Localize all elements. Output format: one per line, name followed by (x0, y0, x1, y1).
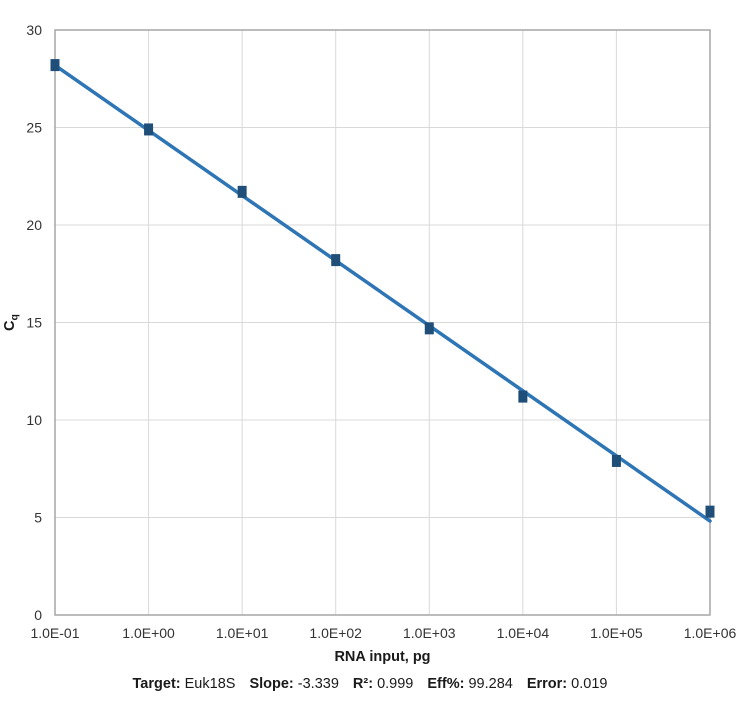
stat-label: Error: (526, 676, 568, 692)
x-axis-title: RNA input, pg (334, 649, 430, 665)
stat-error: Error: 0.019 (527, 676, 608, 692)
data-point-marker (611, 454, 621, 467)
data-point-marker (518, 390, 528, 403)
stat-value: 0.999 (377, 676, 414, 692)
x-tick-label: 1.0E+01 (216, 625, 269, 641)
data-point-marker (705, 505, 715, 518)
data-point-marker (424, 322, 434, 335)
data-point-marker (237, 185, 247, 198)
data-point-marker (50, 59, 60, 72)
stat-value: Euk18S (184, 676, 236, 692)
data-point-marker (331, 254, 341, 267)
x-tick-label: 1.0E+00 (122, 625, 175, 641)
stat-label: Eff%: (427, 676, 465, 692)
standard-curve-chart: 30 25 20 15 10 5 0 1.0E-01 1.0E+00 1.0E+01 1.0E+02… (2, 22, 737, 665)
stat-value: 0.019 (571, 676, 608, 692)
y-tick-label: 20 (26, 217, 42, 233)
stat-target: Target: Euk18S (133, 676, 236, 692)
x-tick-label: 1.0E+05 (590, 625, 643, 641)
y-tick-label: 30 (26, 22, 42, 38)
x-tick-label: 1.0E+04 (497, 625, 550, 641)
x-tick-label: 1.0E-01 (30, 625, 79, 641)
stat-efficiency: Eff%: 99.284 (427, 676, 512, 692)
stat-value: -3.339 (297, 676, 339, 692)
plot-border (54, 29, 711, 616)
y-tick-label: 0 (34, 607, 42, 623)
y-tick-label: 10 (26, 412, 42, 428)
x-tick-label: 1.0E+02 (309, 625, 362, 641)
x-tick-label: 1.0E+03 (403, 625, 456, 641)
data-point-marker (144, 123, 154, 136)
stat-r-squared: R²: 0.999 (353, 676, 413, 692)
y-tick-label: 5 (34, 510, 42, 526)
stat-label: Target: (132, 676, 181, 692)
stat-label: R²: (352, 676, 374, 692)
stat-value: 99.284 (468, 676, 513, 692)
stat-label: Slope: (249, 676, 294, 692)
y-axis-title: Cq (2, 314, 21, 331)
stat-slope: Slope: -3.339 (249, 676, 338, 692)
y-tick-label: 15 (26, 315, 42, 331)
y-tick-label: 25 (26, 120, 42, 136)
trendline (53, 63, 712, 523)
x-tick-label: 1.0E+06 (684, 625, 737, 641)
chart-footer-stats: Target: Euk18S Slope: -3.339 R²: 0.999 Eff%… (0, 676, 740, 692)
